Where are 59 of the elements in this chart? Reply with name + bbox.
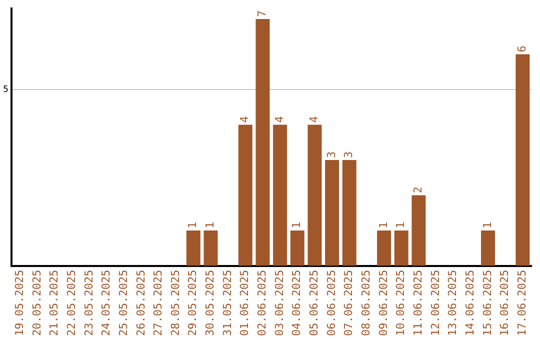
data-label: 1: [186, 222, 200, 229]
x-tick-label: 30.05.2025: [204, 270, 217, 336]
x-tick-label: 17.06.2025: [516, 270, 529, 336]
bar: [186, 230, 200, 266]
data-label: 3: [324, 151, 338, 158]
x-tick-label: 03.06.2025: [272, 270, 286, 336]
x-tick-label: 23.05.2025: [82, 270, 96, 336]
x-tick-label: 08.06.2025: [360, 270, 373, 336]
x-tick-label: 24.05.2025: [100, 270, 113, 336]
x-tick-label: 22.05.2025: [64, 270, 78, 336]
data-label: 4: [308, 116, 321, 123]
data-label: 7: [256, 10, 269, 17]
data-label: 6: [516, 46, 529, 52]
data-label: 4: [238, 116, 252, 123]
bar: [394, 230, 408, 266]
x-tick-label: 31.05.2025: [220, 270, 234, 336]
x-tick-label: 29.05.2025: [186, 270, 200, 336]
x-tick-label: 04.06.2025: [290, 270, 304, 336]
x-tick-label: 19.05.2025: [12, 270, 26, 336]
x-tick-label: 20.05.2025: [30, 270, 44, 336]
bar: [290, 230, 304, 266]
x-tick-label: 05.06.2025: [308, 270, 321, 336]
x-tick-label: 11.06.2025: [412, 270, 425, 336]
data-label: 1: [480, 222, 494, 229]
data-label: 4: [272, 116, 286, 123]
x-tick-label: 02.06.2025: [256, 270, 269, 336]
x-tick-label: 13.06.2025: [446, 270, 460, 336]
bar: [308, 124, 322, 266]
x-tick-label: 01.06.2025: [238, 270, 252, 336]
x-tick-label: 14.06.2025: [464, 270, 477, 336]
x-tick-label: 07.06.2025: [342, 270, 356, 336]
bar: [204, 230, 218, 266]
bar: [273, 124, 288, 266]
bar: [325, 160, 340, 266]
data-label: 1: [204, 222, 217, 229]
bar: [516, 54, 530, 266]
x-tick-label: 15.06.2025: [480, 270, 494, 336]
x-tick-label: 25.05.2025: [116, 270, 130, 336]
bar: [481, 230, 496, 266]
x-tick-label: 26.05.2025: [134, 270, 148, 336]
bar: [377, 230, 392, 266]
x-tick-label: 10.06.2025: [394, 270, 408, 336]
x-tick-label: 12.06.2025: [428, 270, 442, 336]
x-tick-label: 06.06.2025: [324, 270, 338, 336]
data-label: 1: [394, 222, 408, 229]
data-label: 1: [376, 222, 390, 229]
data-label: 3: [342, 151, 356, 158]
data-label: 1: [290, 222, 304, 229]
x-tick-label: 21.05.2025: [48, 270, 61, 336]
bar: [238, 124, 252, 266]
y-tick-label: 5: [2, 84, 8, 95]
bar: [256, 18, 270, 266]
x-tick-label: 27.05.2025: [152, 270, 165, 336]
bar: [342, 160, 356, 266]
x-tick-label: 09.06.2025: [376, 270, 390, 336]
x-tick-label: 16.06.2025: [498, 270, 512, 336]
x-tick-label: 28.05.2025: [168, 270, 182, 336]
bar: [412, 195, 426, 266]
data-label: 2: [412, 186, 425, 194]
